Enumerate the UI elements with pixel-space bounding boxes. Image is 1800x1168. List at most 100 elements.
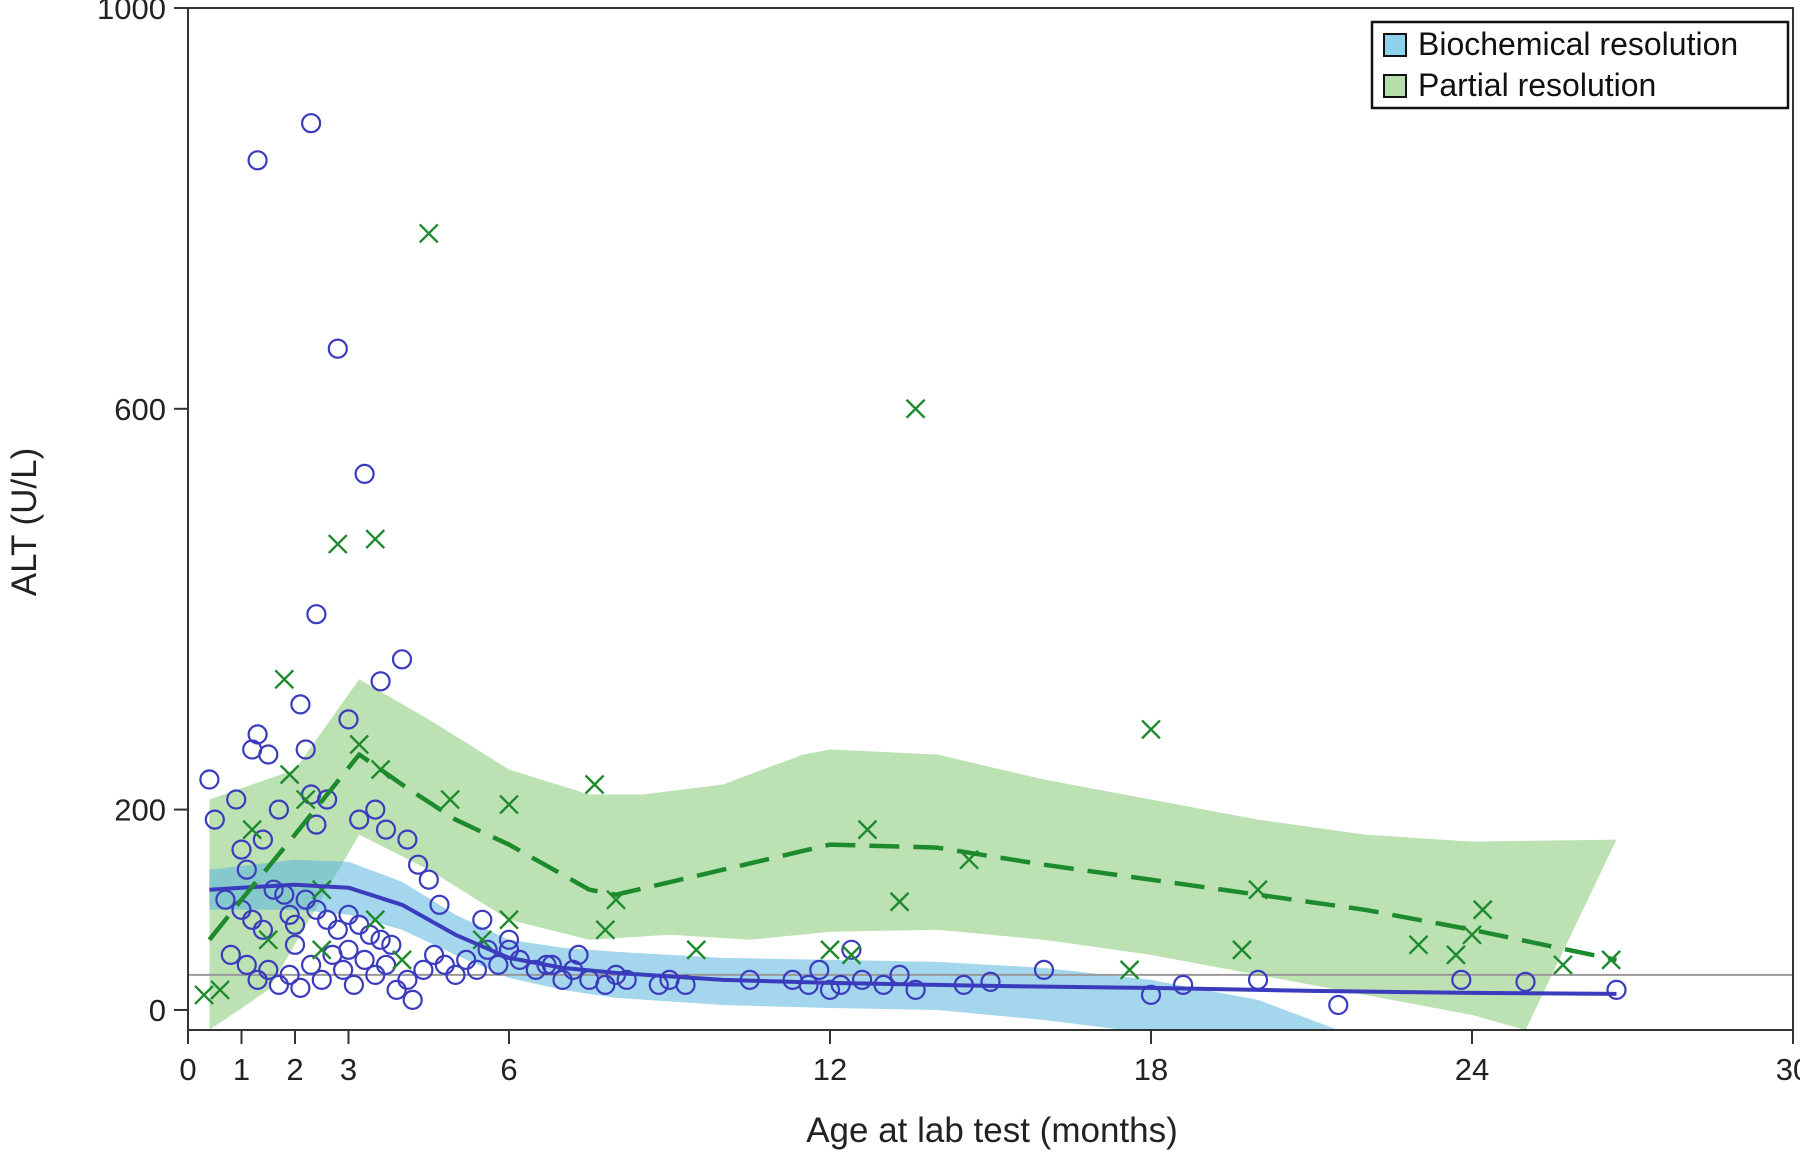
partial-point: [295, 789, 316, 810]
partial-point: [1462, 924, 1482, 945]
biochemical-point: [370, 671, 391, 692]
biochemical-point: [327, 919, 348, 940]
biochemical-point: [338, 709, 359, 730]
y-axis-title: ALT (U/L): [5, 448, 44, 596]
partial-point: [274, 669, 295, 690]
partial-point: [327, 534, 348, 554]
biochemical-point: [424, 944, 445, 966]
partial-point: [1141, 719, 1161, 740]
biochemical-point: [279, 964, 300, 986]
biochemical-point: [343, 974, 364, 996]
biochemical-point: [397, 969, 418, 991]
biochemical-point: [386, 979, 407, 1001]
x-axis-title: Age at lab test (months): [806, 1111, 1178, 1150]
biochemical-point: [1515, 971, 1536, 993]
biochemical-trend-line: [209, 882, 1617, 996]
biochemical-point: [1451, 969, 1472, 991]
biochemical-point: [231, 839, 252, 860]
biochemical-point: [220, 944, 241, 966]
biochemical-point: [429, 894, 450, 915]
biochemical-point: [472, 909, 493, 930]
plot-frame: [187, 7, 1794, 1031]
x-tick-label: 0: [179, 1052, 196, 1087]
y-tick-label: 0: [149, 993, 166, 1028]
biochemical-point: [284, 934, 306, 955]
biochemical-point: [252, 919, 273, 940]
biochemical-point: [413, 959, 434, 981]
biochemical-point: [306, 814, 327, 835]
partial-point: [242, 819, 263, 840]
biochemical-point: [317, 909, 338, 930]
biochemical-point: [327, 338, 348, 359]
partial-point: [1472, 899, 1493, 920]
biochemical-point: [381, 934, 402, 955]
biochemical-point: [354, 463, 375, 484]
biochemical-point: [247, 724, 268, 745]
biochemical-point: [338, 904, 359, 925]
partial-point: [1408, 934, 1429, 955]
biochemical-point: [841, 939, 862, 960]
partial-point: [499, 909, 519, 930]
biochemical-point: [375, 954, 397, 976]
partial-point: [349, 734, 370, 755]
partial-point: [194, 985, 214, 1005]
legend-box: [1370, 20, 1790, 110]
biochemical-point: [445, 964, 466, 986]
biochemical-point: [659, 969, 680, 991]
trend-lines: [207, 752, 1617, 996]
biochemical-point: [349, 914, 370, 935]
biochemical-point: [306, 604, 327, 625]
biochemical-point: [434, 954, 455, 976]
biochemical-point: [236, 859, 257, 880]
partial-point: [686, 939, 707, 960]
biochemical-point: [980, 971, 1001, 993]
biochemical-point: [311, 969, 332, 991]
biochemical-point: [295, 889, 316, 910]
legend-swatch: [1383, 74, 1407, 98]
biochemical-point: [236, 954, 257, 976]
biochemical-point: [1606, 979, 1627, 1001]
partial-point: [595, 919, 616, 940]
biochemical-point: [247, 150, 268, 171]
y-tick-label: 600: [114, 392, 166, 427]
biochemical-point: [279, 904, 300, 925]
biochemical-point: [402, 989, 423, 1011]
biochemical-point: [456, 949, 477, 971]
x-tick-label: 1: [233, 1052, 250, 1087]
x-tick-label: 12: [813, 1052, 847, 1087]
biochemical-point: [284, 914, 306, 935]
partial-resolution-band: [209, 679, 1617, 1030]
biochemical-point: [226, 789, 247, 810]
biochemical-point: [365, 799, 386, 820]
partial-point: [210, 980, 230, 1000]
x-tick-label: 2: [286, 1052, 303, 1087]
legend: Biochemical resolution Partial resolution: [1370, 20, 1790, 110]
biochemical-point: [349, 809, 370, 830]
partial-point: [1553, 955, 1573, 975]
biochemical-point: [851, 969, 873, 991]
biochemical-point: [1172, 974, 1194, 996]
partial-point: [889, 891, 910, 912]
biochemical-point: [290, 977, 311, 999]
y-tick-label: 200: [114, 793, 166, 828]
x-tick-label: 18: [1134, 1052, 1168, 1087]
partial-point: [905, 398, 926, 419]
biochemical-point: [466, 959, 487, 981]
biochemical-point: [301, 954, 322, 976]
biochemical-point: [295, 739, 316, 760]
biochemical-point: [199, 769, 220, 790]
biochemical-point: [418, 869, 439, 890]
biochemical-point: [306, 899, 327, 920]
partial-point: [279, 764, 300, 785]
partial-point: [1446, 945, 1466, 965]
biochemical-point: [370, 929, 391, 950]
partial-trend-line: [207, 752, 1617, 963]
partial-point: [499, 794, 519, 815]
biochemical-point: [391, 649, 413, 670]
biochemical-point: [1033, 959, 1055, 981]
x-tick-label: 30: [1776, 1052, 1800, 1087]
partial-point: [418, 223, 439, 244]
biochemical-point: [252, 829, 273, 850]
partial-point: [1119, 960, 1140, 980]
